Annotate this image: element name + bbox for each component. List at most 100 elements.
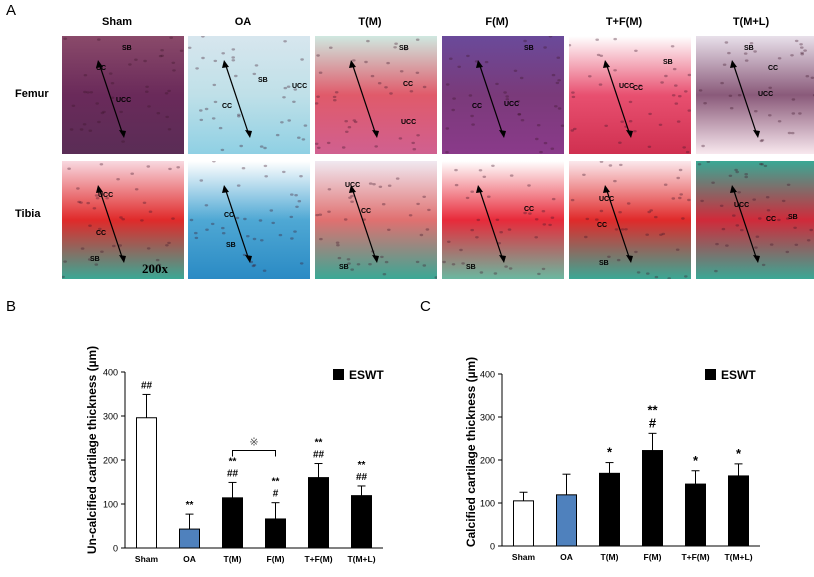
x-tick-label: T(M+L) — [347, 554, 375, 564]
legend-swatch — [333, 369, 344, 380]
chondrocyte-dot — [504, 265, 508, 268]
chondrocyte-dot — [624, 228, 628, 231]
chondrocyte-dot — [278, 233, 283, 237]
chondrocyte-dot — [648, 112, 652, 116]
chondrocyte-dot — [701, 144, 705, 148]
chondrocyte-dot — [659, 233, 663, 236]
chondrocyte-dot — [687, 198, 691, 202]
chondrocyte-dot — [543, 46, 547, 49]
chondrocyte-dot — [374, 145, 378, 148]
chondrocyte-dot — [169, 36, 173, 39]
chondrocyte-dot — [777, 57, 782, 60]
chondrocyte-dot — [715, 242, 719, 246]
chondrocyte-dot — [475, 236, 479, 239]
chondrocyte-dot — [297, 200, 302, 203]
chondrocyte-dot — [474, 60, 479, 63]
thickness-arrow-line — [352, 190, 376, 258]
chondrocyte-dot — [507, 228, 512, 231]
chondrocyte-dot — [499, 231, 503, 234]
thickness-arrow-line — [352, 65, 376, 133]
chondrocyte-dot — [79, 128, 84, 131]
chondrocyte-dot — [620, 120, 624, 123]
chondrocyte-dot — [269, 209, 274, 212]
chondrocyte-dot — [595, 38, 599, 41]
chondrocyte-dot — [674, 102, 679, 105]
chondrocyte-dot — [422, 264, 427, 267]
tissue-label-cc: CC — [403, 81, 413, 88]
chondrocyte-dot — [118, 244, 122, 247]
chondrocyte-dot — [516, 100, 521, 103]
chondrocyte-dot — [221, 226, 225, 230]
arrow-head-icon — [730, 60, 737, 68]
chondrocyte-dot — [734, 168, 738, 172]
chondrocyte-dot — [542, 223, 547, 226]
chondrocyte-dot — [599, 209, 604, 213]
x-tick-label: OA — [183, 554, 196, 564]
chondrocyte-dot — [171, 217, 175, 220]
chondrocyte-dot — [62, 275, 65, 279]
chondrocyte-dot — [264, 175, 268, 178]
bar-f-m- — [265, 518, 286, 549]
chondrocyte-dot — [571, 91, 575, 94]
chondrocyte-dot — [134, 188, 139, 191]
chondrocyte-dot — [368, 263, 372, 266]
chondrocyte-dot — [145, 85, 149, 88]
chondrocyte-dot — [582, 173, 586, 176]
chondrocyte-dot — [647, 210, 651, 214]
chondrocyte-dot — [415, 38, 420, 41]
chondrocyte-dot — [800, 51, 804, 55]
chondrocyte-dot — [356, 263, 361, 266]
chondrocyte-dot — [805, 75, 810, 78]
chondrocyte-dot — [671, 197, 676, 200]
column-label-tf-m: T+F(M) — [605, 16, 643, 28]
chondrocyte-dot — [252, 72, 257, 76]
tissue-label-ucc: UCC — [292, 83, 307, 90]
chondrocyte-dot — [82, 123, 87, 126]
chondrocyte-dot — [599, 54, 604, 57]
micrograph-image: UCC CC SB — [569, 161, 691, 279]
chondrocyte-dot — [352, 119, 357, 122]
chondrocyte-dot — [87, 258, 92, 261]
bar-oa — [179, 528, 200, 549]
chondrocyte-dot — [670, 45, 675, 48]
chondrocyte-dot — [199, 179, 204, 182]
chondrocyte-dot — [806, 239, 811, 242]
chondrocyte-dot — [293, 230, 297, 233]
chondrocyte-dot — [271, 221, 275, 225]
column-label-sham: Sham — [102, 16, 132, 28]
chondrocyte-dot — [69, 128, 74, 131]
arrow-head-icon — [96, 185, 103, 193]
chondrocyte-dot — [94, 263, 99, 266]
chondrocyte-dot — [416, 202, 420, 206]
chondrocyte-dot — [754, 110, 758, 113]
chondrocyte-dot — [517, 113, 522, 116]
chondrocyte-dot — [800, 46, 804, 49]
chondrocyte-dot — [327, 188, 332, 191]
chondrocyte-dot — [315, 142, 319, 145]
x-tick-label: F(M) — [267, 554, 285, 564]
chondrocyte-dot — [286, 85, 291, 88]
chondrocyte-dot — [145, 90, 149, 93]
chondrocyte-dot — [447, 240, 451, 243]
chondrocyte-dot — [259, 145, 264, 148]
chondrocyte-dot — [411, 141, 415, 145]
chondrocyte-dot — [536, 124, 541, 127]
chondrocyte-dot — [528, 212, 532, 215]
chondrocyte-dot — [761, 263, 766, 267]
tissue-label-cc: CC — [597, 222, 607, 229]
chondrocyte-dot — [678, 168, 683, 172]
chondrocyte-dot — [156, 112, 161, 115]
chondrocyte-dot — [241, 167, 246, 170]
chondrocyte-dot — [452, 97, 456, 100]
micrograph-image: CC SB — [442, 161, 564, 279]
micrograph-tibia-5: UCC CC SB — [569, 161, 691, 279]
arrow-head-icon — [245, 130, 252, 138]
chondrocyte-dot — [368, 182, 373, 185]
chondrocyte-dot — [633, 130, 637, 133]
micrograph-image: UCC CC SB — [315, 161, 437, 279]
micrograph-femur-1: SB CC UCC — [62, 36, 184, 154]
chondrocyte-dot — [706, 161, 711, 163]
chondrocyte-dot — [237, 113, 241, 117]
chondrocyte-dot — [616, 258, 621, 262]
